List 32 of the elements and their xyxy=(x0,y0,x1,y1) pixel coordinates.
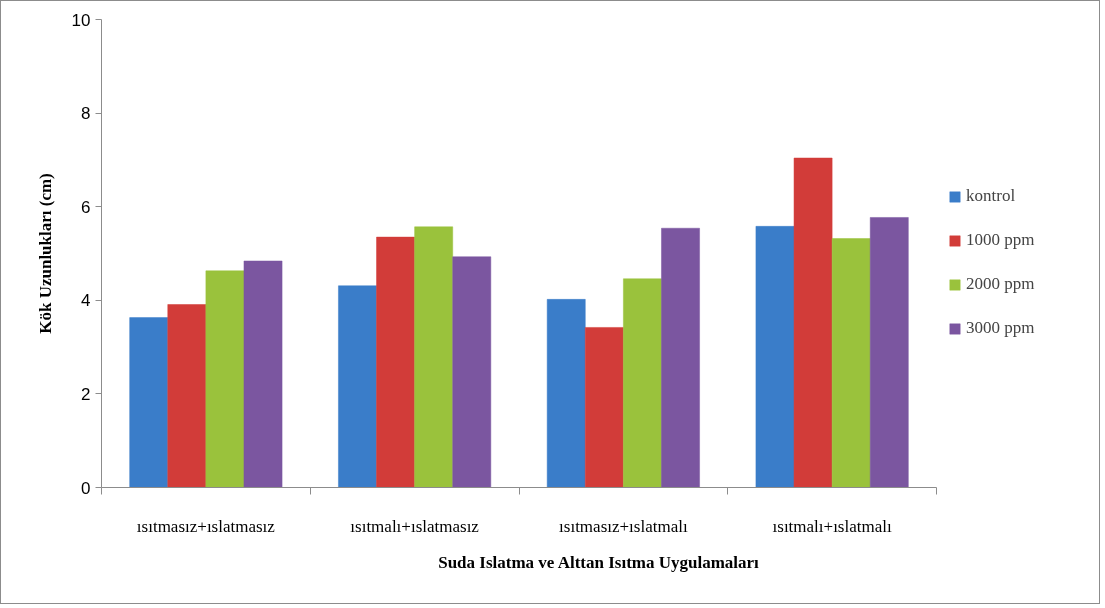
x-tick-label: ısıtmalı+ıslatmalı xyxy=(772,516,892,536)
bar xyxy=(376,236,415,488)
y-tick-label: 2 xyxy=(81,384,91,404)
x-tick-label: ısıtmasız+ıslatmasız xyxy=(136,516,276,536)
y-tick-label: 6 xyxy=(81,197,91,217)
bar xyxy=(338,285,377,488)
bar xyxy=(546,299,586,488)
x-axis-title: Suda Islatma ve Alttan Isıtma Uygulamaları xyxy=(438,552,760,572)
x-tick-label: ısıtmasız+ıslatmalı xyxy=(559,516,688,536)
bar xyxy=(243,260,283,488)
bar xyxy=(452,256,492,488)
bar xyxy=(623,278,662,488)
bar xyxy=(755,226,795,488)
legend-label: 2000 ppm xyxy=(966,274,1035,294)
y-tick-label: 0 xyxy=(81,478,91,498)
bar xyxy=(585,327,624,488)
y-tick-label: 4 xyxy=(81,291,91,311)
bar xyxy=(869,217,909,488)
bar xyxy=(793,157,833,488)
y-tick-label: 8 xyxy=(81,104,91,124)
legend-label: kontrol xyxy=(966,186,1016,206)
bar xyxy=(831,238,871,488)
legend-label: 1000 ppm xyxy=(966,230,1035,250)
y-axis-title: Kök Uzunlukları (cm) xyxy=(35,173,55,334)
x-tick-label: ısıtmalı+ıslatmasız xyxy=(350,516,480,536)
bar xyxy=(205,270,245,488)
bar xyxy=(414,226,453,488)
legend-label: 3000 ppm xyxy=(966,318,1035,338)
bar xyxy=(129,317,169,488)
bar xyxy=(661,227,700,488)
bar xyxy=(167,304,207,488)
y-tick-label: 10 xyxy=(71,10,91,30)
